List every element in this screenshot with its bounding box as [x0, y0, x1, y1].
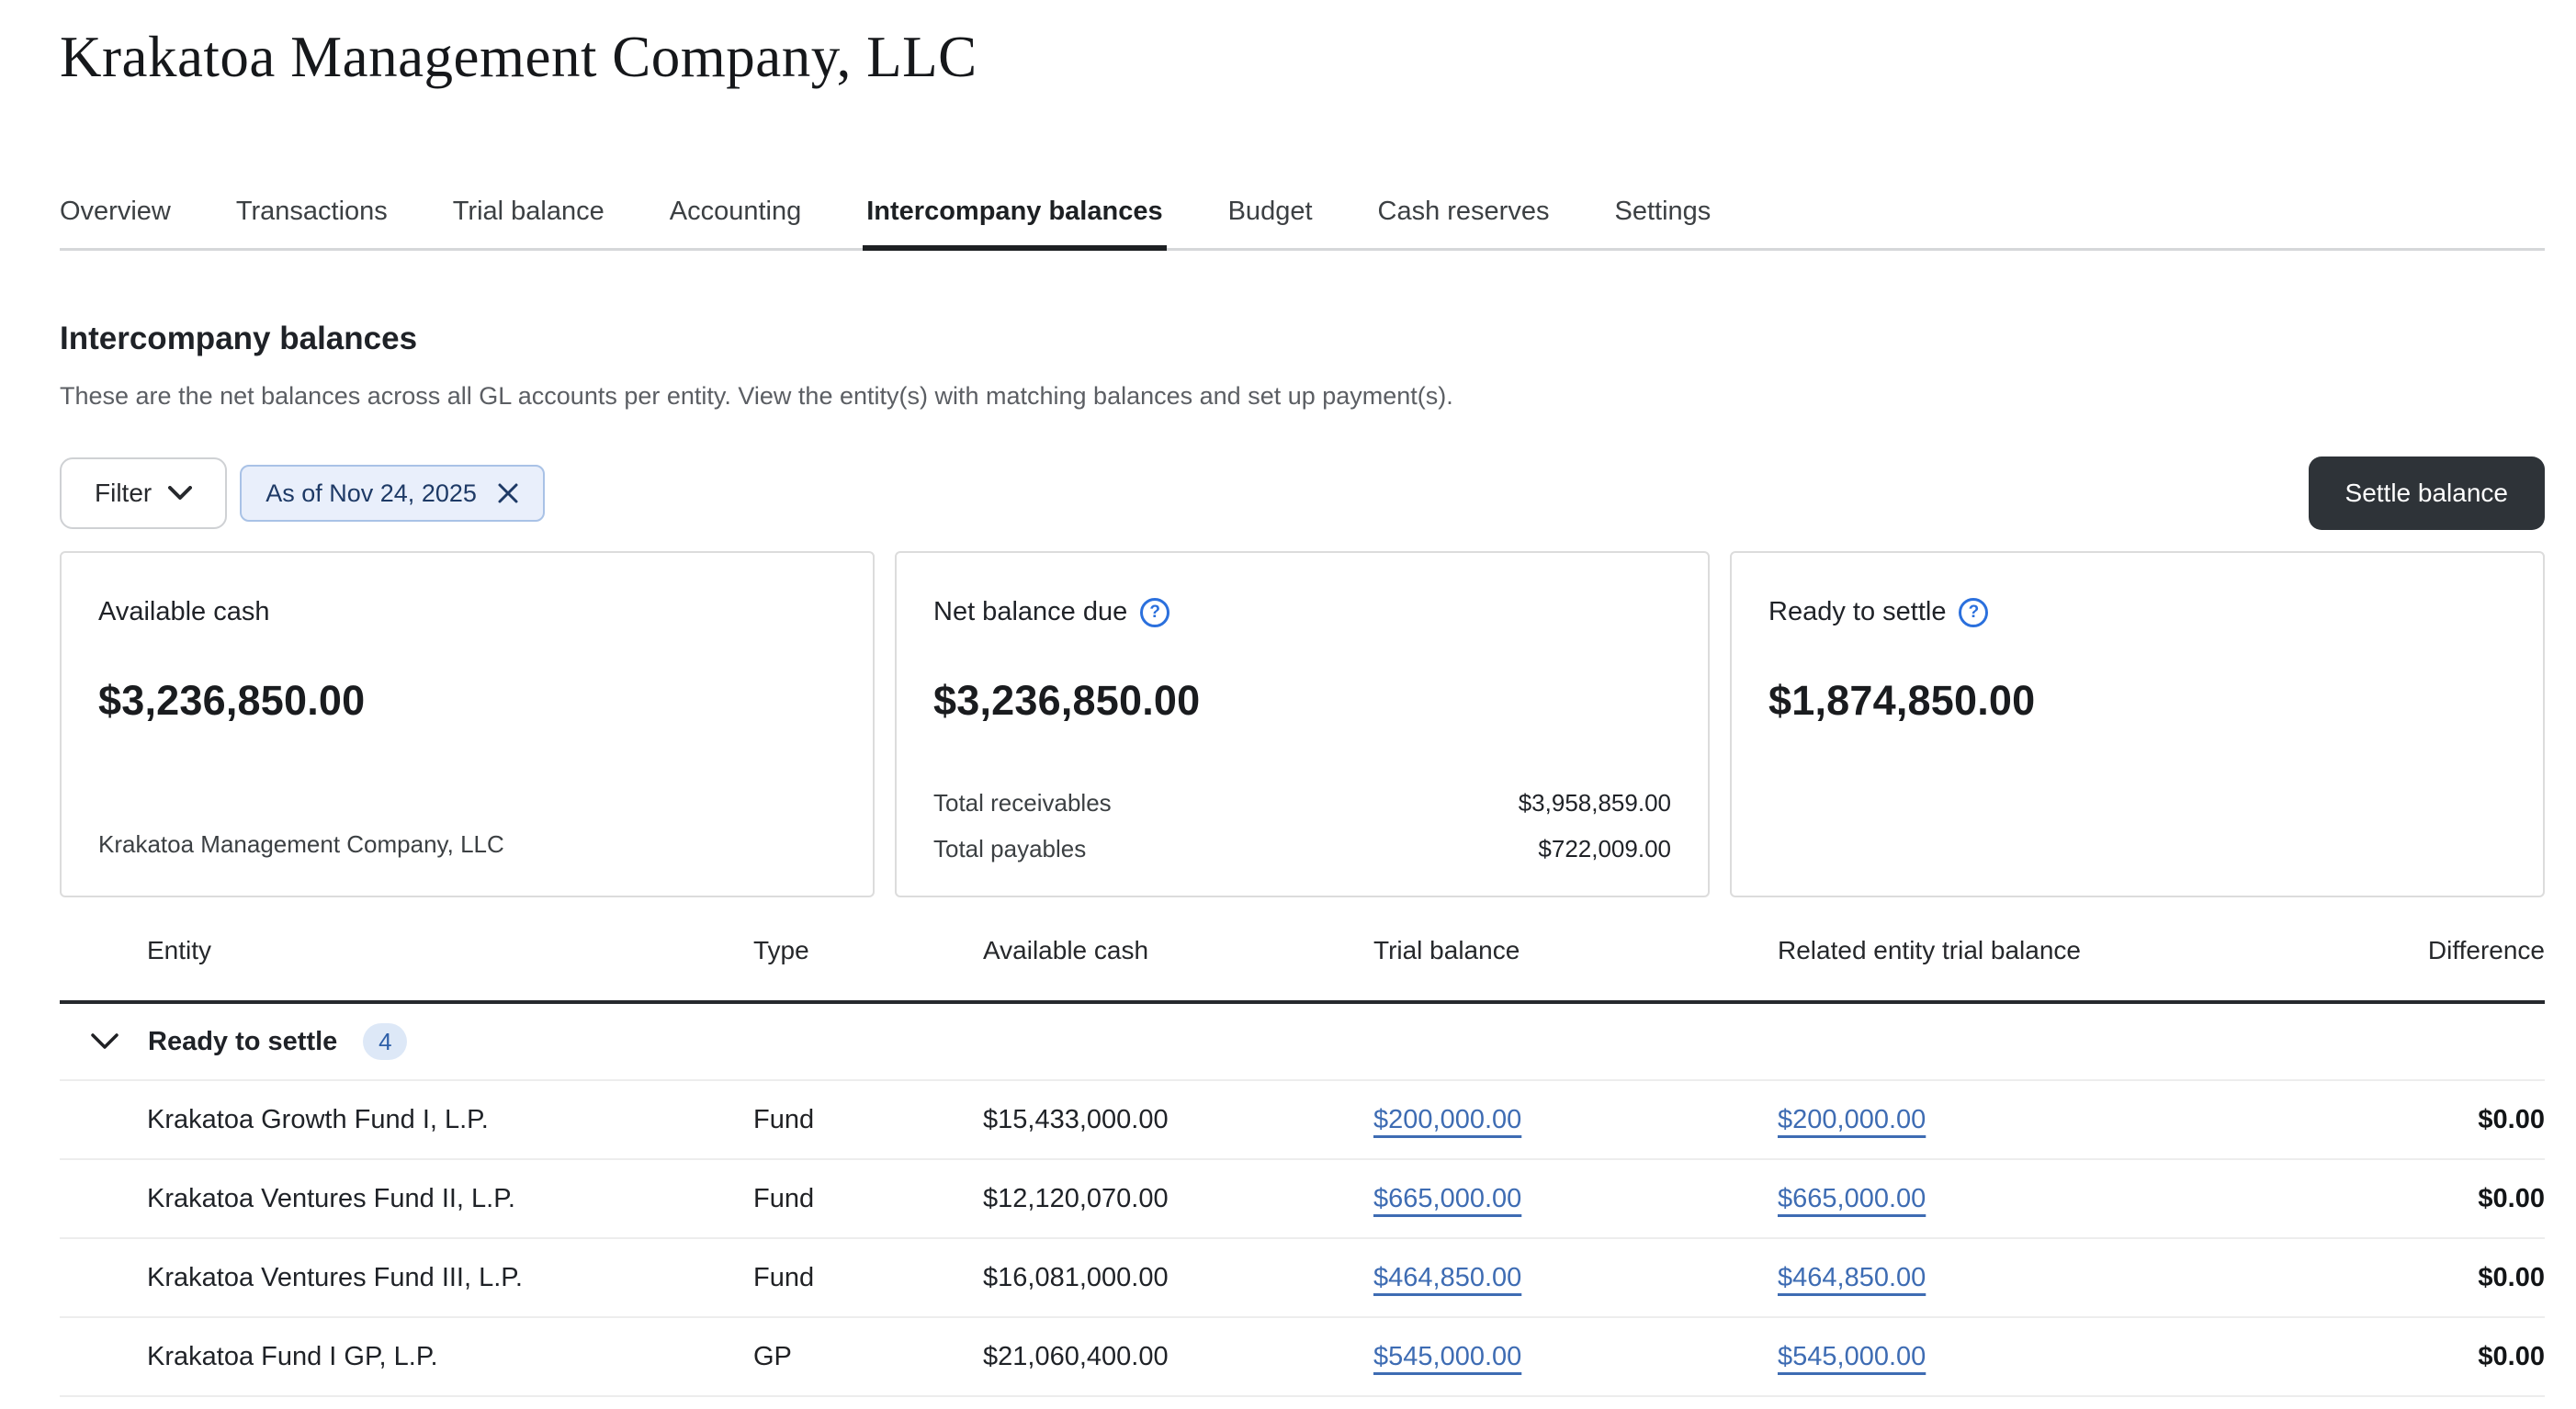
trial-balance-link[interactable]: $200,000.00 [1373, 1104, 1522, 1134]
type-cell: Fund [753, 1262, 815, 1292]
net-balance-breakdown: Total receivables $3,958,859.00 Total pa… [933, 780, 1671, 872]
entity-cell: Krakatoa Growth Fund I, L.P. [147, 1104, 489, 1134]
table-header-row: Entity Type Available cash Trial balance… [60, 897, 2545, 1004]
intercompany-balances-page: Krakatoa Management Company, LLC Overvie… [0, 18, 2576, 1409]
settle-balance-button[interactable]: Settle balance [2308, 457, 2545, 530]
available-cash-card-title: Available cash [98, 597, 270, 626]
difference-cell: $0.00 [2478, 1262, 2545, 1292]
chevron-down-icon [168, 486, 193, 501]
table-row[interactable]: Krakatoa Ventures Fund II, L.P. Fund $12… [60, 1160, 2545, 1239]
toolbar: Filter As of Nov 24, 2025 Settle balance [60, 457, 2545, 530]
entity-cell: Krakatoa Ventures Fund II, L.P. [147, 1183, 515, 1213]
trial-balance-link[interactable]: $665,000.00 [1373, 1183, 1522, 1213]
tab-trial-balance[interactable]: Trial balance [452, 197, 604, 226]
available-cash-card: Available cash $3,236,850.00 Krakatoa Ma… [60, 551, 875, 897]
type-cell: Fund [753, 1183, 815, 1213]
page-title: Krakatoa Management Company, LLC [60, 25, 977, 89]
difference-cell: $0.00 [2478, 1183, 2545, 1213]
total-payables-label: Total payables [933, 834, 1087, 862]
chevron-down-icon[interactable] [89, 1032, 120, 1051]
group-label: Ready to settle [148, 1026, 338, 1056]
column-header-available-cash: Available cash [983, 936, 1149, 964]
column-header-difference: Difference [2427, 936, 2545, 964]
tab-transactions[interactable]: Transactions [235, 197, 388, 226]
net-balance-due-value: $3,236,850.00 [933, 677, 1201, 724]
available-cash-cell: $15,433,000.00 [983, 1104, 1169, 1134]
available-cash-value: $3,236,850.00 [98, 677, 366, 724]
tab-bar: Overview Transactions Trial balance Account… [60, 195, 2545, 251]
filter-button[interactable]: Filter [60, 457, 228, 529]
total-payables-value: $722,009.00 [1538, 834, 1671, 862]
available-cash-entity: Krakatoa Management Company, LLC [98, 830, 504, 858]
close-icon[interactable] [497, 482, 519, 504]
type-cell: GP [753, 1341, 792, 1371]
ready-to-settle-value: $1,874,850.00 [1768, 677, 2036, 724]
entity-cell: Krakatoa Fund I GP, L.P. [147, 1341, 438, 1371]
filter-chip-as-of-date[interactable]: As of Nov 24, 2025 [240, 465, 545, 522]
ready-to-settle-card: Ready to settle ? $1,874,850.00 [1730, 551, 2545, 897]
column-header-trial-balance: Trial balance [1373, 936, 1520, 964]
section-heading: Intercompany balances [60, 321, 418, 356]
column-header-related-entity-trial-balance: Related entity trial balance [1778, 936, 2081, 964]
entity-cell: Krakatoa Ventures Fund III, L.P. [147, 1262, 523, 1292]
tab-accounting[interactable]: Accounting [669, 197, 802, 226]
help-icon[interactable]: ? [1959, 597, 1989, 627]
tab-budget[interactable]: Budget [1227, 197, 1313, 226]
available-cash-cell: $12,120,070.00 [983, 1183, 1169, 1213]
difference-cell: $0.00 [2478, 1341, 2545, 1371]
column-header-entity: Entity [147, 936, 212, 964]
total-payables-row: Total payables $722,009.00 [933, 826, 1671, 872]
total-receivables-value: $3,958,859.00 [1518, 788, 1671, 817]
group-row-ready-to-settle: Ready to settle 4 [60, 1004, 2545, 1081]
related-entity-trial-balance-link[interactable]: $464,850.00 [1778, 1262, 1926, 1292]
help-icon[interactable]: ? [1140, 597, 1170, 627]
filter-chip-label: As of Nov 24, 2025 [266, 479, 477, 507]
table-row[interactable]: Krakatoa Ventures Fund III, L.P. Fund $1… [60, 1239, 2545, 1318]
column-header-type: Type [753, 936, 809, 964]
group-toggle[interactable]: Ready to settle 4 [60, 1023, 1373, 1060]
entities-table: Entity Type Available cash Trial balance… [60, 897, 2545, 1397]
tab-overview[interactable]: Overview [60, 197, 171, 226]
related-entity-trial-balance-link[interactable]: $545,000.00 [1778, 1341, 1926, 1371]
trial-balance-link[interactable]: $545,000.00 [1373, 1341, 1522, 1371]
available-cash-cell: $21,060,400.00 [983, 1341, 1169, 1371]
tab-intercompany-balances[interactable]: Intercompany balances [863, 195, 1167, 251]
total-receivables-row: Total receivables $3,958,859.00 [933, 780, 1671, 826]
ready-to-settle-card-title: Ready to settle [1768, 597, 1947, 626]
tab-cash-reserves[interactable]: Cash reserves [1377, 197, 1550, 226]
tab-settings[interactable]: Settings [1614, 197, 1712, 226]
summary-cards: Available cash $3,236,850.00 Krakatoa Ma… [60, 551, 2545, 897]
net-balance-due-card-title: Net balance due [933, 597, 1128, 626]
total-receivables-label: Total receivables [933, 788, 1112, 817]
available-cash-cell: $16,081,000.00 [983, 1262, 1169, 1292]
group-count-badge: 4 [363, 1023, 408, 1060]
related-entity-trial-balance-link[interactable]: $665,000.00 [1778, 1183, 1926, 1213]
trial-balance-link[interactable]: $464,850.00 [1373, 1262, 1522, 1292]
net-balance-due-card: Net balance due ? $3,236,850.00 Total re… [895, 551, 1710, 897]
section-description: These are the net balances across all GL… [60, 382, 1453, 410]
filter-button-label: Filter [95, 479, 153, 507]
type-cell: Fund [753, 1104, 815, 1134]
table-row[interactable]: Krakatoa Growth Fund I, L.P. Fund $15,43… [60, 1081, 2545, 1160]
table-row[interactable]: Krakatoa Fund I GP, L.P. GP $21,060,400.… [60, 1318, 2545, 1397]
related-entity-trial-balance-link[interactable]: $200,000.00 [1778, 1104, 1926, 1134]
difference-cell: $0.00 [2478, 1104, 2545, 1134]
